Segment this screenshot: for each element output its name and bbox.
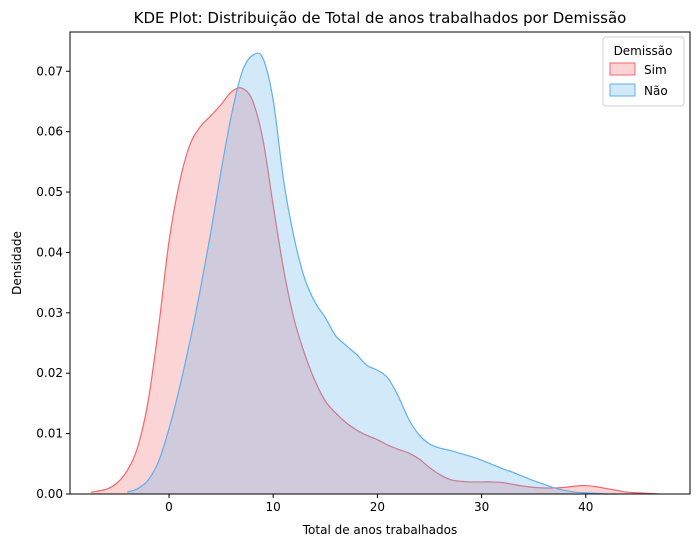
legend-box: [602, 36, 685, 107]
legend-title: Demissão: [614, 44, 673, 58]
x-axis: 0 10 20 30 40: [165, 494, 593, 514]
y-tick-label: 0.07: [36, 64, 63, 78]
x-axis-label: Total de anos trabalhados: [302, 523, 458, 537]
legend-swatch-2: [609, 83, 636, 97]
plot-area: [69, 31, 691, 495]
legend-label-2: Não: [644, 84, 668, 98]
series-line-1: [90, 87, 659, 495]
chart-title: KDE Plot: Distribuição de Total de anos …: [134, 9, 627, 27]
y-tick-label: 0.00: [36, 487, 63, 501]
series-layer: [90, 52, 659, 495]
legend: Demissão Sim Não: [602, 36, 685, 107]
y-axis: 0.00 0.01 0.02 0.03 0.04 0.05 0.06 0.07: [36, 64, 70, 501]
y-tick-label: 0.05: [36, 185, 63, 199]
y-tick-label: 0.01: [36, 427, 63, 441]
y-tick-label: 0.06: [36, 125, 63, 139]
x-tick-label: 10: [266, 500, 281, 514]
plot-frame: [69, 31, 691, 495]
legend-swatch-1: [609, 62, 636, 76]
legend-label-1: Sim: [644, 63, 667, 77]
legend-entries: Sim Não: [609, 62, 668, 98]
x-tick-label: 30: [474, 500, 489, 514]
series-area-1: [90, 87, 659, 495]
y-tick-label: 0.03: [36, 306, 63, 320]
y-tick-label: 0.04: [36, 245, 63, 259]
y-axis-label: Densidade: [10, 231, 24, 295]
y-tick-label: 0.02: [36, 366, 63, 380]
x-tick-label: 0: [165, 500, 173, 514]
x-tick-label: 40: [578, 500, 593, 514]
x-tick-label: 20: [370, 500, 385, 514]
series-area-2: [127, 53, 618, 495]
series-line-2: [127, 52, 618, 495]
